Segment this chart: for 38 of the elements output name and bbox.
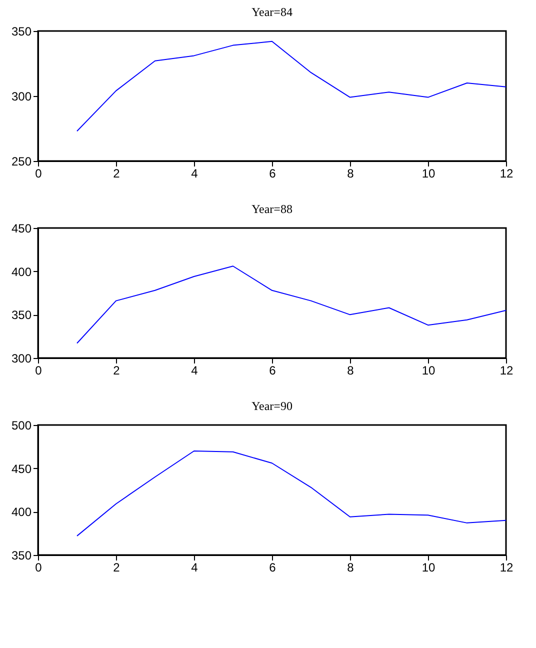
y-tick-label: 350 bbox=[11, 24, 32, 38]
x-tick-label: 2 bbox=[113, 166, 120, 180]
y-tick-label: 500 bbox=[11, 418, 32, 432]
chart-title: Year=88 bbox=[252, 202, 292, 216]
chart-title: Year=90 bbox=[252, 399, 292, 413]
x-tick-label: 10 bbox=[422, 560, 436, 574]
x-tick-label: 12 bbox=[500, 560, 514, 574]
x-tick-label: 10 bbox=[422, 364, 436, 378]
x-tick-label: 8 bbox=[347, 560, 354, 574]
y-tick-label: 400 bbox=[11, 264, 32, 279]
x-tick-label: 0 bbox=[35, 166, 42, 180]
x-tick-label: 4 bbox=[191, 560, 198, 574]
x-tick-label: 2 bbox=[113, 364, 120, 378]
x-tick-label: 12 bbox=[500, 364, 514, 378]
x-tick-label: 4 bbox=[191, 364, 198, 378]
x-tick-label: 12 bbox=[500, 166, 514, 180]
y-tick-label: 400 bbox=[11, 505, 32, 520]
line-series bbox=[76, 40, 506, 132]
y-tick-label: 250 bbox=[11, 154, 32, 168]
y-tick-label: 350 bbox=[11, 548, 32, 562]
x-tick-label: 6 bbox=[269, 166, 276, 180]
x-tick-label: 6 bbox=[269, 560, 276, 574]
y-tick-label: 450 bbox=[11, 462, 32, 476]
line-series bbox=[76, 266, 506, 344]
x-tick-label: 8 bbox=[347, 364, 354, 378]
x-tick-label: 0 bbox=[35, 364, 42, 378]
y-tick-label: 350 bbox=[11, 308, 32, 322]
y-tick-label: 450 bbox=[11, 222, 32, 236]
x-tick-label: 6 bbox=[269, 364, 276, 378]
x-tick-label: 0 bbox=[35, 560, 42, 574]
line-series bbox=[76, 450, 506, 536]
chart-title: Year=84 bbox=[252, 5, 292, 19]
x-tick-label: 4 bbox=[191, 166, 198, 180]
x-tick-label: 2 bbox=[113, 560, 120, 574]
y-tick-label: 300 bbox=[11, 352, 32, 366]
x-tick-label: 10 bbox=[422, 166, 436, 180]
y-tick-label: 300 bbox=[11, 90, 32, 104]
x-tick-label: 8 bbox=[347, 166, 354, 180]
